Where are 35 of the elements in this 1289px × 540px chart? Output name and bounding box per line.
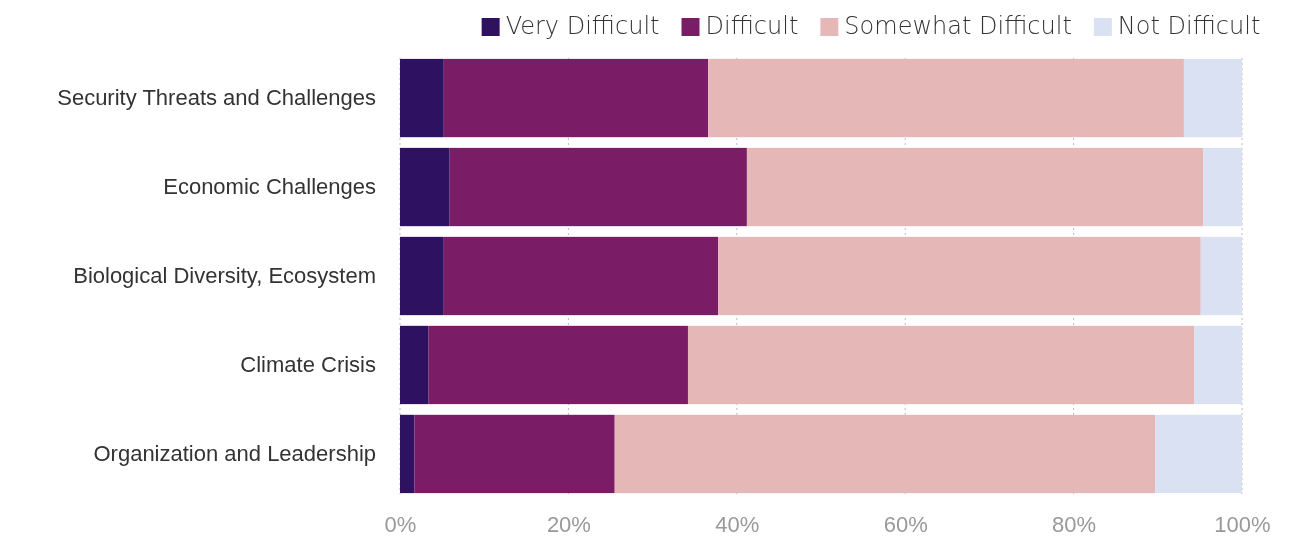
- bar: [449, 147, 747, 227]
- bar: [1155, 414, 1242, 494]
- bar: [428, 325, 688, 405]
- x-tick-label: 0%: [384, 511, 417, 537]
- x-tick-label: 100%: [1214, 511, 1271, 537]
- bar: [1200, 236, 1242, 316]
- x-tick-label: 80%: [1052, 511, 1097, 537]
- legend-label: Very Difficult: [505, 12, 660, 40]
- bar: [400, 236, 444, 316]
- y-tick-label: Organization and Leadership: [93, 441, 376, 466]
- bar: [443, 236, 719, 316]
- y-tick-label: Security Threats and Challenges: [57, 85, 376, 111]
- bar: [687, 325, 1195, 405]
- bar: [614, 414, 1156, 494]
- y-tick-label: Economic Challenges: [163, 174, 376, 200]
- x-tick-label: 60%: [883, 511, 928, 537]
- bar: [708, 58, 1184, 138]
- bar: [746, 147, 1204, 227]
- y-tick-label: Biological Diversity, Ecosystem: [73, 263, 376, 289]
- bar: [400, 325, 429, 405]
- legend-label: Somewhat Difficult: [844, 12, 1072, 40]
- legend-label: Not Difficult: [1117, 12, 1261, 40]
- bar: [414, 414, 615, 494]
- bar: [1183, 58, 1242, 138]
- y-tick-label: Climate Crisis: [240, 352, 376, 378]
- bar: [1203, 147, 1242, 227]
- legend-label: Difficult: [705, 12, 799, 40]
- x-tick-label: 20%: [546, 511, 591, 537]
- bar: [443, 58, 709, 138]
- bar: [400, 58, 444, 138]
- bar: [718, 236, 1201, 316]
- bar: [400, 147, 450, 227]
- x-tick-label: 40%: [715, 511, 760, 537]
- bar: [1194, 325, 1242, 405]
- bar: [400, 414, 415, 494]
